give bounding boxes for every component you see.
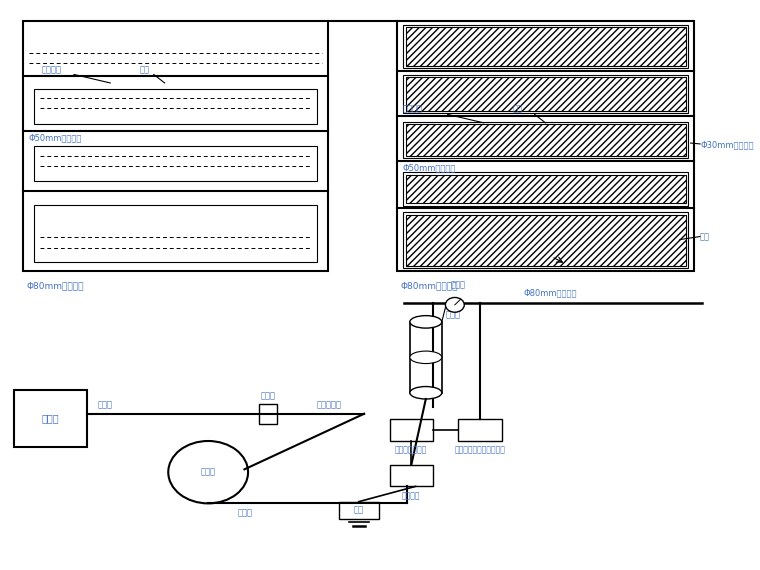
Bar bbox=[34, 205, 317, 262]
Text: 喷头: 喷头 bbox=[513, 105, 523, 114]
Bar bbox=[403, 75, 689, 113]
Text: 电源: 电源 bbox=[353, 506, 364, 515]
Bar bbox=[390, 465, 433, 486]
Text: 喷头: 喷头 bbox=[139, 65, 149, 74]
Text: Φ50mm支水管路: Φ50mm支水管路 bbox=[403, 163, 456, 172]
Ellipse shape bbox=[410, 351, 442, 364]
Bar bbox=[259, 404, 277, 424]
Bar bbox=[23, 21, 328, 271]
Text: 压力表: 压力表 bbox=[451, 280, 466, 289]
Bar bbox=[458, 420, 502, 441]
Bar bbox=[403, 25, 689, 68]
Text: Φ50mm支水管路: Φ50mm支水管路 bbox=[29, 133, 82, 142]
Bar bbox=[406, 78, 686, 111]
Bar bbox=[339, 502, 378, 519]
Text: 喷淋时间继电器及电磁阀: 喷淋时间继电器及电磁阀 bbox=[454, 446, 505, 454]
Text: 进水管: 进水管 bbox=[98, 400, 113, 409]
Circle shape bbox=[168, 441, 248, 503]
Circle shape bbox=[445, 298, 464, 312]
Bar bbox=[34, 89, 317, 124]
Text: 储水池: 储水池 bbox=[42, 413, 59, 424]
Text: 水泵时间继电器: 水泵时间继电器 bbox=[395, 446, 427, 454]
Bar bbox=[34, 146, 317, 181]
Bar bbox=[406, 174, 686, 203]
Bar bbox=[390, 420, 433, 441]
Text: 三通接头: 三通接头 bbox=[403, 105, 423, 114]
Ellipse shape bbox=[410, 316, 442, 328]
Bar bbox=[14, 390, 87, 447]
Bar bbox=[406, 124, 686, 156]
Text: 压力水泵: 压力水泵 bbox=[402, 491, 420, 500]
Bar bbox=[403, 122, 689, 158]
Bar bbox=[397, 21, 694, 271]
Bar bbox=[406, 27, 686, 66]
Text: 浮筒控制器: 浮筒控制器 bbox=[317, 400, 342, 409]
Ellipse shape bbox=[410, 386, 442, 399]
Text: Φ80mm主水管路: Φ80mm主水管路 bbox=[401, 281, 458, 290]
Bar bbox=[403, 172, 689, 206]
Text: 储水罐: 储水罐 bbox=[445, 310, 461, 319]
Text: 电磁阀: 电磁阀 bbox=[261, 392, 276, 401]
Text: Φ80mm主水管路: Φ80mm主水管路 bbox=[524, 288, 578, 298]
Text: 供水池: 供水池 bbox=[201, 467, 216, 477]
Text: Φ30mm支水管路: Φ30mm支水管路 bbox=[700, 141, 754, 150]
Bar bbox=[403, 213, 689, 268]
Text: 水沟: 水沟 bbox=[700, 232, 710, 241]
Bar bbox=[406, 215, 686, 266]
Text: Φ80mm主水管路: Φ80mm主水管路 bbox=[27, 281, 84, 290]
Text: 出水管: 出水管 bbox=[237, 508, 252, 517]
Text: 三通接头: 三通接头 bbox=[41, 65, 62, 74]
